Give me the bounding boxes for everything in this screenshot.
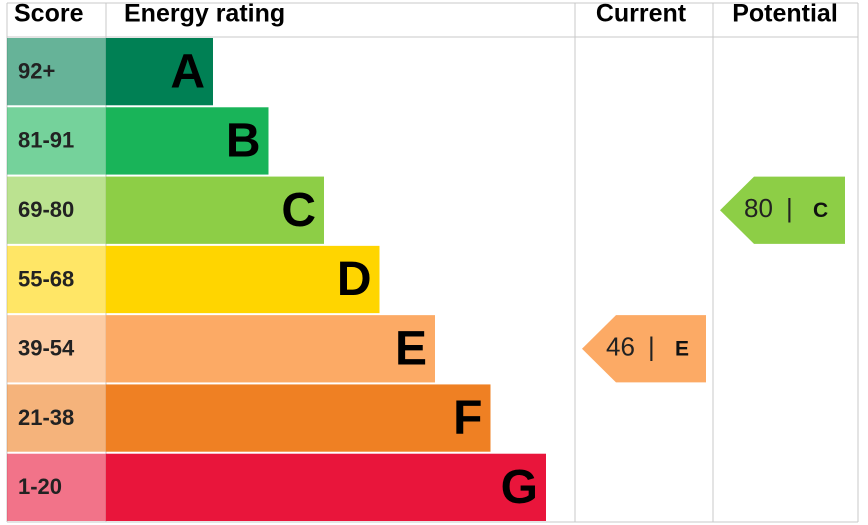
current-separator: |: [648, 332, 655, 362]
header-rating: Energy rating: [124, 0, 285, 28]
score-label: 69-80: [18, 197, 74, 222]
score-label: 92+: [18, 58, 55, 83]
rating-bar: [106, 107, 269, 175]
rating-letter: A: [170, 45, 205, 98]
score-label: 81-91: [18, 128, 74, 153]
score-cell: [7, 315, 106, 383]
rating-letter: F: [453, 392, 482, 445]
header-score: Score: [14, 0, 84, 28]
score-label: 55-68: [18, 266, 74, 291]
current-arrow: [582, 315, 706, 383]
rating-bar: [106, 453, 546, 521]
current-value: 46: [606, 332, 635, 362]
potential-value: 80: [744, 193, 773, 223]
rating-bar: [106, 315, 435, 383]
rating-letter: D: [337, 253, 372, 306]
potential-letter: C: [813, 199, 828, 222]
score-cell: [7, 176, 106, 244]
score-cell: [7, 38, 106, 106]
score-label: 39-54: [18, 336, 75, 361]
rating-bar: [106, 176, 324, 244]
header-current: Current: [596, 0, 687, 28]
rating-letter: G: [501, 461, 538, 514]
score-cell: [7, 107, 106, 175]
score-cell: [7, 245, 106, 314]
score-cell: [7, 453, 106, 521]
rating-bar: [106, 384, 491, 452]
header-potential: Potential: [732, 0, 838, 28]
rating-bar: [106, 38, 213, 106]
score-cell: [7, 384, 106, 452]
current-letter: E: [675, 337, 689, 360]
potential-separator: |: [786, 193, 793, 223]
score-label: 21-38: [18, 405, 74, 430]
rating-letter: C: [281, 184, 316, 237]
rating-letter: B: [226, 115, 261, 168]
potential-arrow: [720, 176, 845, 244]
rating-letter: E: [395, 322, 427, 375]
score-label: 1-20: [18, 474, 62, 499]
rating-bar: [106, 245, 380, 314]
